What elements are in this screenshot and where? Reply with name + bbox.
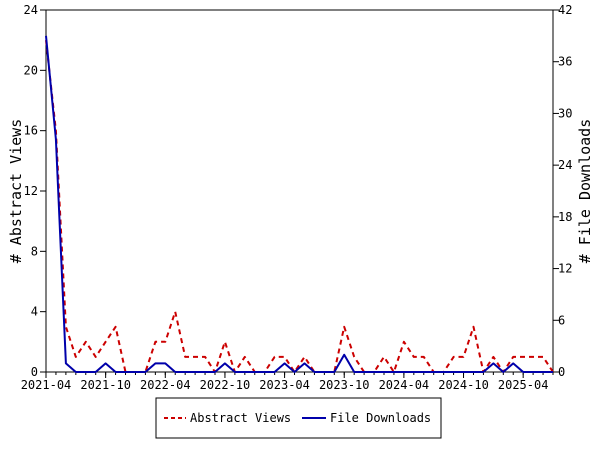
- y-tick-label: 24: [24, 3, 38, 17]
- y2-axis-title: # File Downloads: [576, 119, 594, 264]
- x-tick-label: 2021-10: [80, 378, 131, 392]
- y2-tick-label: 42: [558, 3, 572, 17]
- x-tick-label: 2023-04: [259, 378, 310, 392]
- x-tick-label: 2022-04: [140, 378, 191, 392]
- legend: Abstract Views File Downloads: [155, 397, 442, 439]
- plot-area: [45, 9, 554, 373]
- y-tick-label: 0: [31, 365, 38, 379]
- x-tick-label: 2025-04: [498, 378, 549, 392]
- x-tick-label: 2022-10: [200, 378, 251, 392]
- y2-tick-label: 30: [558, 106, 572, 120]
- y2-tick-label: 24: [558, 158, 572, 172]
- y-tick-label: 4: [31, 305, 38, 319]
- x-tick-label: 2023-10: [319, 378, 370, 392]
- x-tick-label: 2024-10: [438, 378, 489, 392]
- y-tick-label: 8: [31, 244, 38, 258]
- y2-tick-label: 36: [558, 55, 572, 69]
- y2-tick-label: 0: [558, 365, 565, 379]
- y2-tick-label: 6: [558, 313, 565, 327]
- y-tick-label: 16: [24, 124, 38, 138]
- y-tick-label: 20: [24, 63, 38, 77]
- y2-tick-label: 12: [558, 262, 572, 276]
- y-tick-label: 12: [24, 184, 38, 198]
- legend-label-abstract-views: Abstract Views: [190, 411, 291, 425]
- x-tick-label: 2021-04: [21, 378, 72, 392]
- legend-box: [155, 397, 442, 439]
- y2-tick-label: 18: [558, 210, 572, 224]
- y-axis-title: # Abstract Views: [7, 119, 25, 264]
- file-downloads-line: [45, 35, 553, 373]
- legend-label-file-downloads: File Downloads: [330, 411, 431, 425]
- x-tick-label: 2024-04: [379, 378, 430, 392]
